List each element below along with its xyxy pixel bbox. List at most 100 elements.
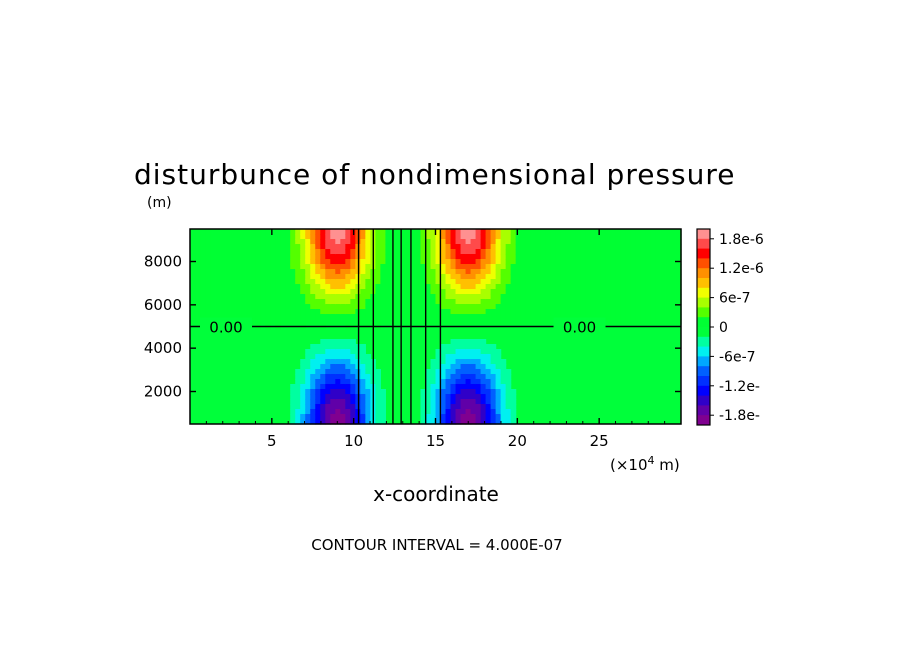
contour-cell (215, 234, 221, 240)
contour-cell (655, 274, 662, 280)
contour-cell (510, 269, 517, 275)
contour-cell (435, 374, 442, 380)
contour-cell (210, 254, 216, 260)
colorbar-swatch (697, 287, 710, 298)
contour-cell (470, 289, 477, 295)
contour-cell (275, 244, 281, 250)
contour-cell (335, 309, 341, 315)
plot-area: 0.00 0.00 (189, 228, 682, 425)
contour-cell (465, 289, 472, 295)
contour-cell (505, 374, 512, 380)
contour-cell (490, 279, 497, 285)
contour-cell (315, 409, 321, 415)
contour-cell (350, 394, 356, 400)
contour-fill (190, 229, 682, 425)
contour-cell (215, 269, 221, 275)
contour-cell (510, 389, 517, 395)
contour-cell (335, 299, 341, 305)
contour-cell (340, 379, 346, 385)
contour-cell (410, 234, 417, 240)
contour-cell (650, 319, 657, 325)
contour-cell (635, 254, 642, 260)
contour-cell (290, 294, 296, 300)
contour-cell (330, 319, 336, 325)
contour-cell (200, 239, 206, 245)
contour-cell (340, 304, 346, 310)
contour-cell (630, 279, 637, 285)
contour-cell (460, 414, 467, 420)
contour-cell (555, 304, 562, 310)
contour-cell (325, 404, 331, 410)
contour-cell (500, 399, 507, 405)
contour-cell (505, 264, 512, 270)
contour-cell (480, 344, 487, 350)
contour-cell (360, 239, 366, 245)
contour-cell (265, 284, 271, 290)
contour-cell (375, 379, 381, 385)
contour-cell (235, 234, 241, 240)
contour-cell (495, 369, 502, 375)
contour-cell (340, 409, 346, 415)
contour-cell (460, 309, 467, 315)
contour-cell (555, 264, 562, 270)
contour-cell (340, 229, 346, 235)
contour-cell (460, 354, 467, 360)
contour-cell (450, 234, 457, 240)
contour-cell (540, 294, 547, 300)
contour-cell (585, 229, 592, 235)
contour-cell (405, 244, 412, 250)
contour-cell (245, 269, 251, 275)
contour-cell (285, 289, 291, 295)
contour-cell (435, 349, 442, 355)
contour-cell (580, 229, 587, 235)
contour-cell (270, 279, 276, 285)
contour-cell (195, 299, 201, 305)
contour-cell (440, 254, 447, 260)
contour-cell (505, 399, 512, 405)
contour-cell (450, 404, 457, 410)
contour-cell (270, 319, 276, 325)
contour-cell (595, 249, 602, 255)
contour-cell (490, 254, 497, 260)
contour-cell (595, 279, 602, 285)
contour-cell (515, 304, 522, 310)
contour-cell (530, 269, 537, 275)
contour-cell (425, 389, 432, 395)
contour-cell (570, 264, 577, 270)
contour-cell (500, 289, 507, 295)
contour-cell (315, 294, 321, 300)
contour-cell (505, 284, 512, 290)
contour-cell (405, 254, 412, 260)
contour-cell (460, 404, 467, 410)
contour-cell (480, 244, 487, 250)
contour-cell (490, 264, 497, 270)
colorbar-swatch (697, 307, 710, 318)
contour-cell (430, 384, 437, 390)
contour-cell (225, 309, 231, 315)
contour-cell (605, 264, 612, 270)
zero-label-bg (553, 317, 606, 336)
contour-cell (345, 234, 351, 240)
contour-cell (305, 359, 311, 365)
contour-cell (430, 274, 437, 280)
contour-cell (425, 319, 432, 325)
contour-cell (365, 309, 371, 315)
contour-cell (555, 229, 562, 235)
contour-cell (365, 364, 371, 370)
contour-cell (505, 384, 512, 390)
contour-cell (210, 239, 216, 245)
contour-cell (290, 274, 296, 280)
contour-cell (260, 269, 266, 275)
contour-cell (270, 249, 276, 255)
contour-cell (525, 274, 532, 280)
zero-label-bg (200, 317, 253, 336)
contour-cell (570, 304, 577, 310)
contour-cell (340, 344, 346, 350)
contour-cell (340, 244, 346, 250)
contour-cell (525, 239, 532, 245)
contour-cell (385, 299, 392, 305)
contour-cell (330, 414, 336, 420)
contour-cell (385, 269, 392, 275)
contour-cell (375, 269, 381, 275)
contour-cell (460, 294, 467, 300)
